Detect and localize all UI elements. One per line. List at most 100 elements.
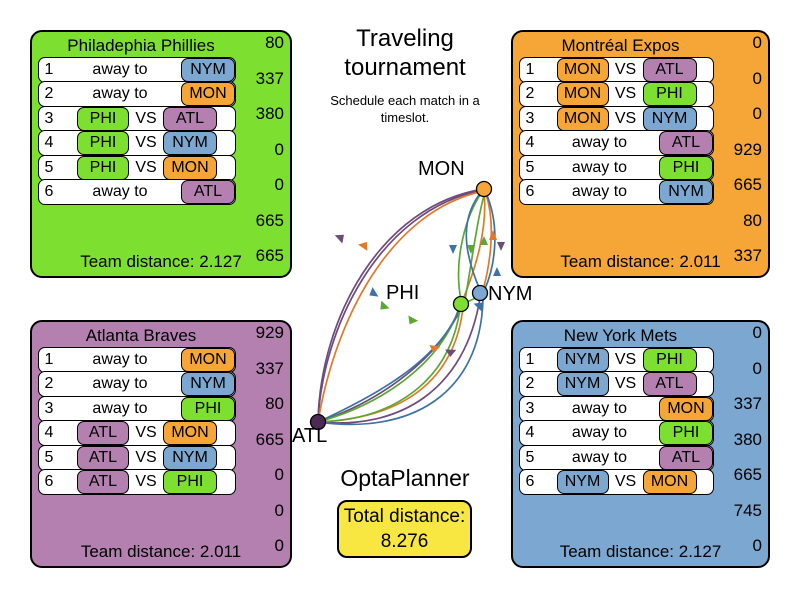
match-detail: PHI VS NYM bbox=[59, 131, 235, 156]
vs-label: VS bbox=[614, 351, 637, 368]
match-index: 3 bbox=[44, 399, 54, 417]
travel-distance-value: 0 bbox=[274, 465, 284, 484]
page-subtitle: Schedule each match in a timeslot. bbox=[330, 93, 480, 125]
brand-label: OptaPlanner bbox=[340, 465, 470, 491]
home-team-chip[interactable]: NYM bbox=[556, 470, 609, 495]
opponent-team-chip[interactable]: MON bbox=[642, 470, 697, 495]
home-team-chip[interactable]: ATL bbox=[77, 470, 129, 495]
opponent-team-chip[interactable]: ATL bbox=[659, 131, 713, 156]
home-team-chip[interactable]: ATL bbox=[77, 445, 129, 470]
travel-distance-value: 929 bbox=[255, 323, 284, 342]
match-row[interactable]: 2 MON VS PHI bbox=[519, 81, 714, 108]
match-detail: away to MON bbox=[59, 348, 235, 372]
vs-label: VS bbox=[614, 375, 637, 393]
away-to-label: away to bbox=[571, 134, 628, 152]
node-NYM[interactable] bbox=[471, 284, 489, 302]
travel-distance-column: 0 0 0 929 665 80 337 bbox=[714, 34, 762, 264]
match-row[interactable]: 4 ATL VS MON bbox=[38, 420, 236, 447]
travel-distance-value: 380 bbox=[255, 104, 284, 123]
home-team-chip[interactable]: MON bbox=[556, 106, 609, 131]
node-MON[interactable] bbox=[475, 180, 493, 198]
match-row[interactable]: 6 ATL VS PHI bbox=[38, 469, 236, 496]
match-row[interactable]: 5 away to ATL bbox=[519, 444, 714, 471]
opponent-team-chip[interactable]: MON bbox=[163, 421, 217, 446]
match-row[interactable]: 6 NYM VS MON bbox=[519, 469, 714, 496]
home-team-chip[interactable]: NYM bbox=[556, 372, 609, 397]
home-team-chip[interactable]: NYM bbox=[556, 348, 609, 372]
match-row[interactable]: 5 PHI VS MON bbox=[38, 154, 236, 181]
match-row[interactable]: 1 MON VS ATL bbox=[519, 57, 714, 83]
node-ATL[interactable] bbox=[309, 413, 327, 431]
match-detail: away to ATL bbox=[59, 180, 235, 205]
match-index: 2 bbox=[44, 85, 54, 103]
opponent-team-chip[interactable]: PHI bbox=[659, 155, 713, 180]
match-row[interactable]: 5 ATL VS NYM bbox=[38, 444, 236, 471]
vs-label: VS bbox=[614, 109, 637, 127]
match-row[interactable]: 3 away to MON bbox=[519, 395, 714, 422]
opponent-team-chip[interactable]: ATL bbox=[642, 58, 697, 82]
vs-label: VS bbox=[135, 109, 157, 127]
opponent-team-chip[interactable]: MON bbox=[181, 348, 235, 372]
away-to-label: away to bbox=[92, 183, 148, 201]
match-row[interactable]: 4 away to ATL bbox=[519, 130, 714, 157]
opponent-team-chip[interactable]: NYM bbox=[642, 106, 697, 131]
match-row[interactable]: 3 MON VS NYM bbox=[519, 105, 714, 132]
match-row[interactable]: 2 away to MON bbox=[38, 81, 236, 108]
opponent-team-chip[interactable]: MON bbox=[659, 396, 713, 421]
travel-distance-value: 337 bbox=[733, 394, 762, 413]
team-panel-NYM: New York Mets 1 NYM VS PHI 2 NYM VS ATL 3 away to M… bbox=[511, 320, 770, 568]
travel-distance-value: 929 bbox=[733, 139, 762, 159]
vs-label: VS bbox=[135, 158, 157, 176]
match-row[interactable]: 5 away to PHI bbox=[519, 154, 714, 181]
home-team-chip[interactable]: PHI bbox=[77, 106, 129, 131]
match-list: 1 NYM VS PHI 2 NYM VS ATL 3 away to MON 4 away to PHI… bbox=[519, 347, 714, 540]
match-row[interactable]: 4 PHI VS NYM bbox=[38, 130, 236, 157]
home-team-chip[interactable]: PHI bbox=[77, 131, 129, 156]
opponent-team-chip[interactable]: PHI bbox=[181, 396, 235, 421]
match-row[interactable]: 1 away to NYM bbox=[38, 57, 236, 83]
opponent-team-chip[interactable]: MON bbox=[181, 82, 235, 107]
home-team-chip[interactable]: PHI bbox=[77, 155, 129, 180]
opponent-team-chip[interactable]: MON bbox=[163, 155, 217, 180]
match-row[interactable]: 2 away to NYM bbox=[38, 371, 236, 398]
match-row[interactable]: 1 away to MON bbox=[38, 347, 236, 373]
opponent-team-chip[interactable]: ATL bbox=[163, 106, 217, 131]
match-index: 4 bbox=[525, 424, 535, 442]
team-panel-title: Atlanta Braves bbox=[85, 326, 197, 345]
home-team-chip[interactable]: MON bbox=[556, 82, 609, 107]
opponent-team-chip[interactable]: PHI bbox=[163, 470, 217, 495]
match-index: 6 bbox=[525, 183, 535, 201]
match-list: 1 away to NYM 2 away to MON 3 PHI VS ATL 4 PHI VS NYM… bbox=[38, 57, 236, 250]
opponent-team-chip[interactable]: NYM bbox=[163, 131, 217, 156]
match-row[interactable]: 2 NYM VS ATL bbox=[519, 371, 714, 398]
match-row[interactable]: 4 away to PHI bbox=[519, 420, 714, 447]
away-to-label: away to bbox=[571, 158, 628, 176]
travel-distance-value: 0 bbox=[274, 175, 284, 194]
page-title: Traveling tournament bbox=[344, 25, 466, 81]
opponent-team-chip[interactable]: ATL bbox=[642, 372, 697, 397]
match-row[interactable]: 6 away to NYM bbox=[519, 179, 714, 206]
node-PHI[interactable] bbox=[452, 295, 470, 313]
opponent-team-chip[interactable]: ATL bbox=[181, 180, 235, 205]
opponent-team-chip[interactable]: NYM bbox=[659, 180, 713, 205]
opponent-team-chip[interactable]: PHI bbox=[642, 82, 697, 107]
vs-label: VS bbox=[135, 448, 157, 466]
match-row[interactable]: 6 away to ATL bbox=[38, 179, 236, 206]
vs-label: VS bbox=[614, 85, 637, 103]
opponent-team-chip[interactable]: PHI bbox=[659, 421, 713, 446]
total-distance-box: Total distance: 8.276 bbox=[337, 500, 472, 558]
opponent-team-chip[interactable]: NYM bbox=[163, 445, 217, 470]
match-row[interactable]: 3 PHI VS ATL bbox=[38, 105, 236, 132]
team-panel-title: Philadephia Phillies bbox=[67, 36, 215, 55]
home-team-chip[interactable]: MON bbox=[556, 58, 609, 82]
opponent-team-chip[interactable]: ATL bbox=[659, 445, 713, 470]
vs-label: VS bbox=[135, 473, 157, 491]
match-row[interactable]: 1 NYM VS PHI bbox=[519, 347, 714, 373]
match-row[interactable]: 3 away to PHI bbox=[38, 395, 236, 422]
opponent-team-chip[interactable]: NYM bbox=[181, 58, 235, 82]
opponent-team-chip[interactable]: PHI bbox=[642, 348, 697, 372]
opponent-team-chip[interactable]: NYM bbox=[181, 372, 235, 397]
team-panel-body: 1 away to NYM 2 away to MON 3 PHI VS ATL 4 PHI VS NYM… bbox=[38, 34, 284, 264]
match-detail: NYM VS MON bbox=[540, 470, 713, 495]
home-team-chip[interactable]: ATL bbox=[77, 421, 129, 446]
